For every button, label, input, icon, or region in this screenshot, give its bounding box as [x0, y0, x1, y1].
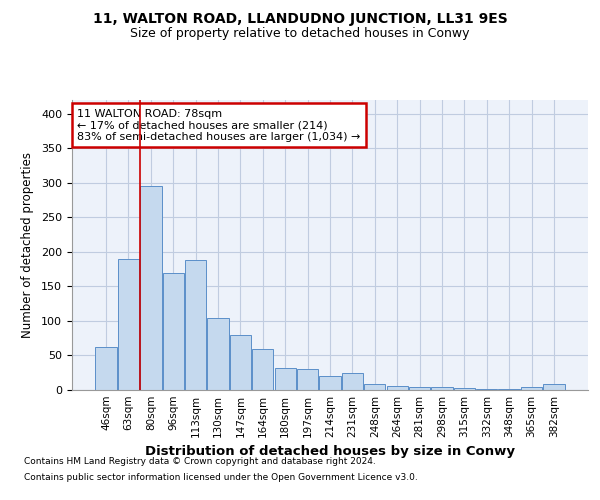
Bar	[163, 272, 184, 390]
Bar	[230, 335, 251, 390]
Bar	[252, 348, 274, 390]
Bar	[431, 387, 452, 390]
Text: Contains HM Land Registry data © Crown copyright and database right 2024.: Contains HM Land Registry data © Crown c…	[24, 458, 376, 466]
Bar	[208, 318, 229, 390]
Bar	[319, 376, 341, 390]
Bar	[185, 260, 206, 390]
Y-axis label: Number of detached properties: Number of detached properties	[21, 152, 34, 338]
Text: 11 WALTON ROAD: 78sqm
← 17% of detached houses are smaller (214)
83% of semi-det: 11 WALTON ROAD: 78sqm ← 17% of detached …	[77, 108, 361, 142]
Bar	[95, 346, 117, 390]
Bar	[454, 388, 475, 390]
Bar	[275, 368, 296, 390]
Text: 11, WALTON ROAD, LLANDUDNO JUNCTION, LL31 9ES: 11, WALTON ROAD, LLANDUDNO JUNCTION, LL3…	[92, 12, 508, 26]
Text: Contains public sector information licensed under the Open Government Licence v3: Contains public sector information licen…	[24, 472, 418, 482]
Bar	[140, 186, 161, 390]
Bar	[364, 384, 385, 390]
Bar	[543, 384, 565, 390]
Bar	[476, 388, 497, 390]
Bar	[342, 374, 363, 390]
Bar	[409, 386, 430, 390]
Bar	[386, 386, 408, 390]
X-axis label: Distribution of detached houses by size in Conwy: Distribution of detached houses by size …	[145, 446, 515, 458]
Bar	[521, 386, 542, 390]
Text: Size of property relative to detached houses in Conwy: Size of property relative to detached ho…	[130, 28, 470, 40]
Bar	[118, 259, 139, 390]
Bar	[297, 368, 318, 390]
